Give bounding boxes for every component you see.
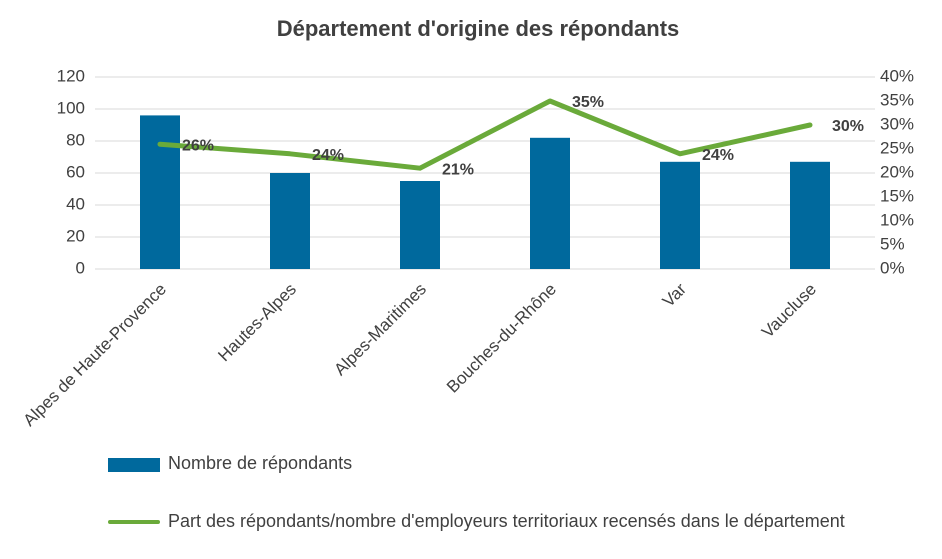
data-label: 24% — [312, 147, 344, 164]
x-tick-label: Alpes-Maritimes — [330, 280, 430, 380]
data-label: 35% — [572, 94, 604, 111]
y-tick-label: 60 — [66, 162, 85, 181]
line — [157, 98, 813, 171]
y2-tick-label: 35% — [880, 90, 914, 109]
y-tick-label: 120 — [57, 66, 85, 85]
y2-tick-label: 20% — [880, 162, 914, 181]
legend-label: Part des répondants/nombre d'employeurs … — [168, 511, 845, 531]
bar — [270, 173, 310, 269]
y2-tick-label: 25% — [880, 138, 914, 157]
y2-tick-label: 5% — [880, 234, 905, 253]
data-label: 30% — [832, 118, 864, 135]
y2-tick-label: 10% — [880, 210, 914, 229]
bar — [660, 161, 700, 269]
legend-item: Part des répondants/nombre d'employeurs … — [108, 508, 868, 535]
y2-tick-label: 30% — [880, 114, 914, 133]
bar — [400, 181, 440, 269]
legend-item: Nombre de répondants — [108, 450, 868, 477]
bar — [790, 161, 830, 269]
bar — [530, 137, 570, 269]
legend-swatch — [108, 458, 160, 472]
x-tick-label: Alpes de Haute-Provence — [20, 280, 170, 430]
legend-label: Nombre de répondants — [168, 453, 353, 473]
data-label: 24% — [702, 147, 734, 164]
legend-swatch — [108, 520, 160, 524]
x-tick-label: Bouches-du-Rhône — [443, 280, 560, 397]
y-tick-label: 80 — [66, 130, 85, 149]
y2-tick-label: 0% — [880, 258, 905, 277]
chart-title: Département d'origine des répondants — [277, 16, 680, 41]
x-tick-label: Hautes-Alpes — [214, 280, 300, 366]
y-tick-label: 40 — [66, 194, 85, 213]
x-tick-label: Vaucluse — [758, 280, 820, 342]
y-tick-label: 100 — [57, 98, 85, 117]
y-tick-label: 0 — [76, 258, 85, 277]
y2-tick-label: 40% — [880, 66, 914, 85]
chart: Département d'origine des répondants 0 20… — [20, 16, 914, 430]
y-tick-label: 20 — [66, 226, 85, 245]
bar — [140, 115, 180, 270]
data-label: 26% — [182, 137, 214, 154]
x-tick-label: Var — [659, 279, 690, 310]
y2-tick-label: 15% — [880, 186, 914, 205]
data-label: 21% — [442, 161, 474, 178]
